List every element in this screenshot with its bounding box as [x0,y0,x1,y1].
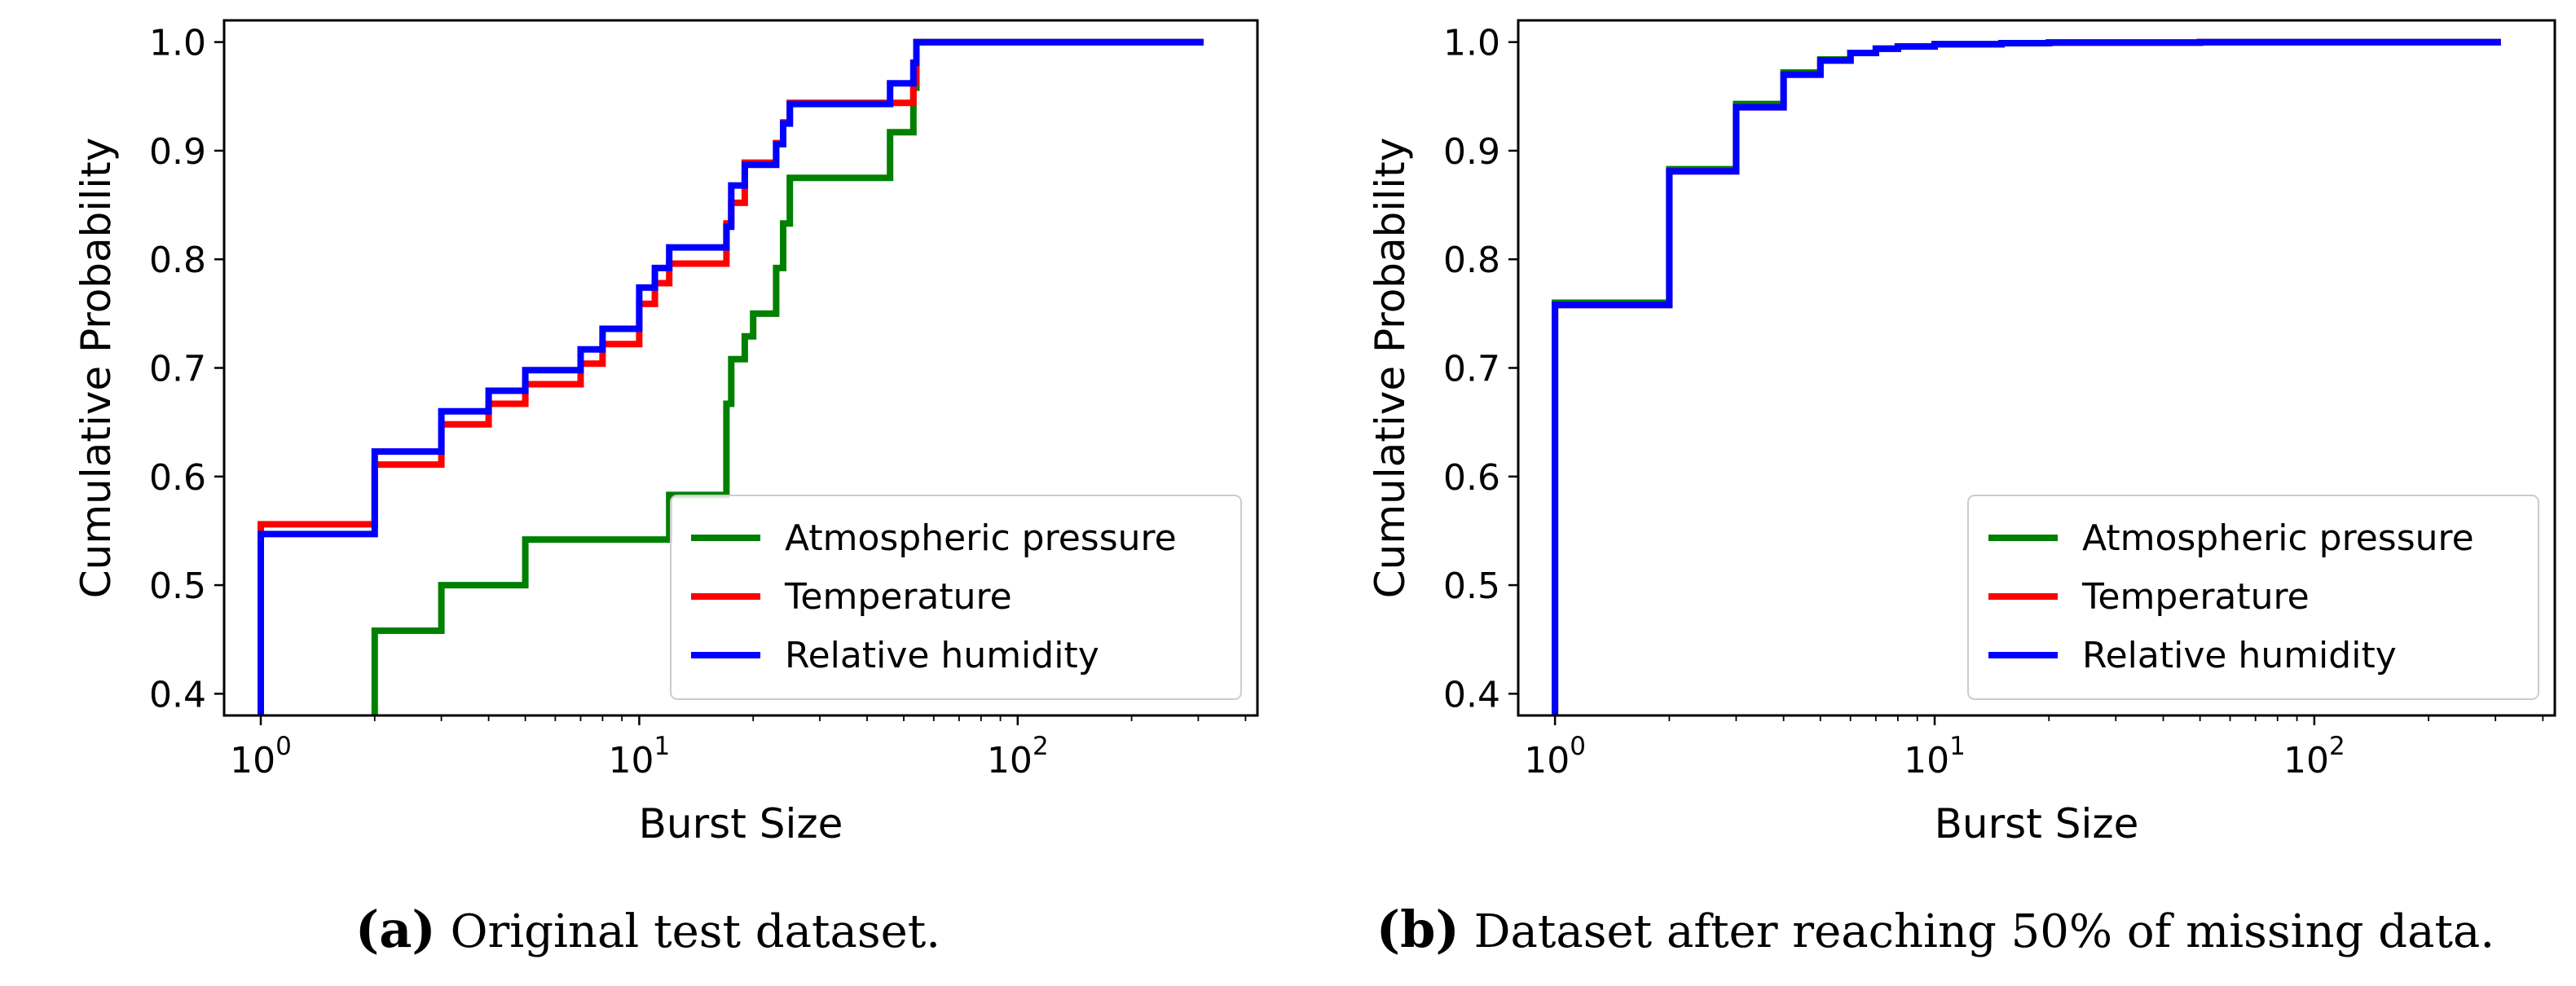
x-tick-label: 101 [1904,732,1966,781]
y-tick-label: 1.0 [1443,23,1500,64]
y-tick-label: 0.6 [149,457,206,499]
y-axis-label: Cumulative Probability [73,138,120,599]
legend: Atmospheric pressure Temperature Relative … [1967,495,2539,700]
legend-entry-label: Atmospheric pressure [2082,517,2474,559]
x-tick-label: 101 [609,732,671,781]
y-tick-label: 0.7 [149,349,206,390]
y-tick-label: 0.5 [149,566,206,607]
y-tick-label: 0.4 [1443,674,1500,715]
series-line-relative-humidity [258,38,1204,715]
y-tick-label: 0.7 [1443,349,1500,390]
x-tick-label: 102 [987,732,1049,781]
legend-entry-label: Atmospheric pressure [785,517,1177,559]
y-tick-label: 0.6 [1443,457,1500,499]
y-tick-label: 0.9 [149,131,206,173]
y-tick-label: 1.0 [149,23,206,64]
panel-caption: (a) Original test dataset. [355,900,940,959]
x-tick-label: 102 [2283,732,2345,781]
x-axis-label: Burst Size [639,800,843,847]
legend-entry-label: Relative humidity [785,635,1099,676]
plot-frame [1517,19,2556,717]
y-tick-label: 0.8 [1443,240,1500,281]
y-tick-label: 0.4 [149,674,206,715]
y-tick-label: 0.5 [1443,566,1500,607]
y-tick-label: 0.9 [1443,131,1500,173]
panel-caption: (b) Dataset after reaching 50% of missin… [1376,900,2495,959]
y-tick-label: 0.8 [149,240,206,281]
legend-entry-label: Temperature [784,576,1012,618]
x-tick-label: 100 [230,732,292,781]
plot-frame [222,19,1259,717]
legend-entry-label: Temperature [2081,576,2310,618]
y-axis-label: Cumulative Probability [1367,138,1414,599]
legend-box [1967,495,2539,700]
chart-panel-b: 0.4 0.5 0.6 0.7 0.8 0.9 1.0 100 101 102 Burst Size… [1367,19,2556,959]
x-tick-label: 100 [1524,732,1586,781]
x-axis-label: Burst Size [1935,800,2139,847]
legend-box [670,495,1242,700]
series-line-relative-humidity [1552,38,2501,715]
chart-panel-a: 0.4 0.5 0.6 0.7 0.8 0.9 1.0 100 101 102 Burst Size… [73,19,1259,959]
legend-entry-label: Relative humidity [2082,635,2397,676]
series-line-atmospheric-pressure [371,38,1204,715]
legend: Atmospheric pressure Temperature Relative … [670,495,1242,700]
